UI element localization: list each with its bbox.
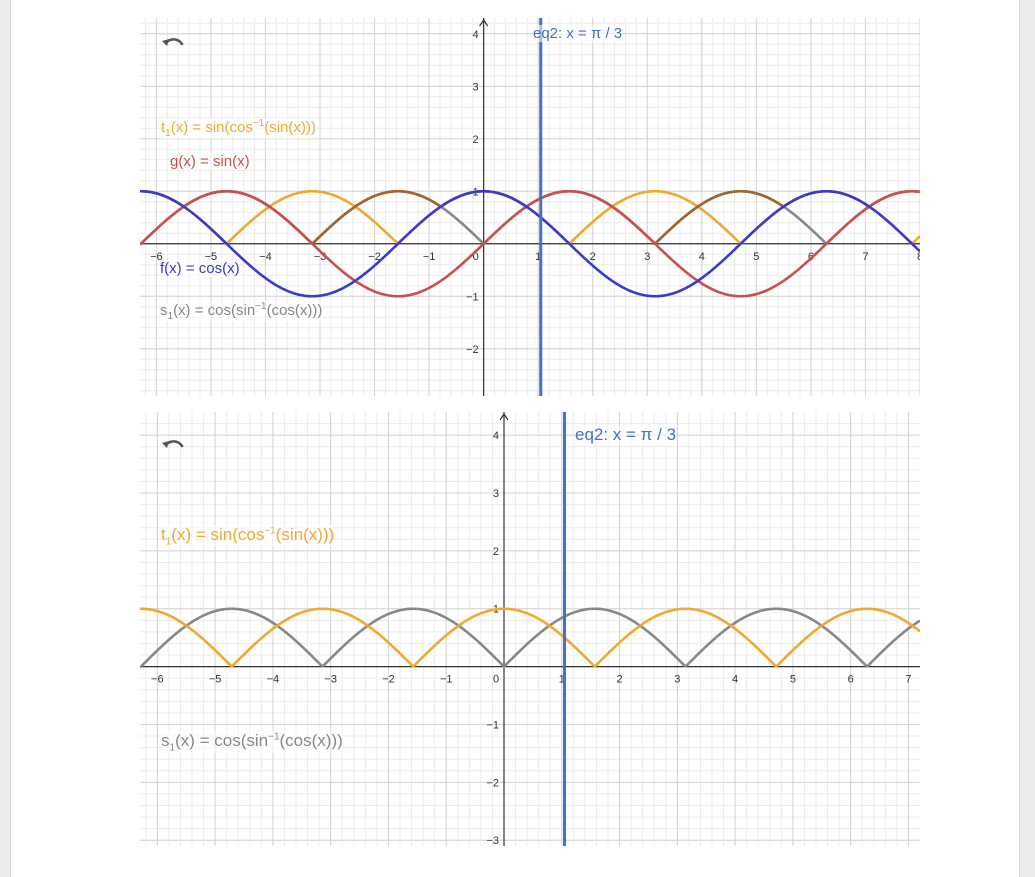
x-tick-label: −6 <box>151 674 164 686</box>
y-tick-label: −2 <box>486 777 499 789</box>
undo-button[interactable] <box>158 434 188 458</box>
label-t1-post: (sin(x))) <box>264 119 316 136</box>
label-g[interactable]: g(x) = sin(x) <box>170 153 250 170</box>
label-t1[interactable]: t1(x) = sin(cos−1(sin(x))) <box>161 118 316 139</box>
label-s1-name: s <box>160 302 168 319</box>
x-tick-label: 2 <box>590 251 596 263</box>
x-tick-label: 1 <box>535 251 541 263</box>
label-s1-sub: 1 <box>167 311 174 322</box>
y-tick-label: −1 <box>486 719 499 731</box>
x-tick-label: −4 <box>259 251 272 263</box>
x-tick-label: 3 <box>644 251 650 263</box>
label-s1-name: s <box>161 731 170 750</box>
x-tick-label: −1 <box>423 251 436 263</box>
undo-icon <box>162 38 184 46</box>
label-t1-sup: −1 <box>252 118 265 129</box>
x-tick-label: 5 <box>790 674 796 686</box>
graph-canvas-1[interactable]: −6−5−4−3−2−10123456784321−1−2 <box>140 18 920 396</box>
label-s1-post: (cos(x))) <box>279 731 343 750</box>
y-tick-label: 4 <box>493 430 499 442</box>
y-tick-label: −3 <box>486 835 499 846</box>
x-tick-label: −2 <box>382 674 395 686</box>
label-f[interactable]: f(x) = cos(x) <box>160 260 240 277</box>
x-tick-label: 4 <box>732 674 738 686</box>
x-tick-label: −1 <box>440 674 453 686</box>
label-t1-pre: (x) = sin(cos <box>171 525 265 544</box>
graph-canvas-2[interactable]: −6 −5 −4 −3 −2 −1 0 1 2 3 4 5 6 7 4 3 2 1 −1 −2 −3 <box>140 412 920 846</box>
label-t1[interactable]: t1(x) = sin(cos−1(sin(x))) <box>161 525 335 548</box>
y-tick-label: 2 <box>493 546 499 558</box>
label-t1-name: t <box>161 525 166 544</box>
page: −6−5−4−3−2−10123456784321−1−2 t1(x) = si… <box>10 0 1020 877</box>
label-s1-post: (cos(x))) <box>266 302 323 319</box>
x-tick-label: −2 <box>368 251 381 263</box>
graph-panel-2[interactable]: −6 −5 −4 −3 −2 −1 0 1 2 3 4 5 6 7 4 3 2 1 −1 −2 −3 t1(x) = s… <box>140 412 920 846</box>
undo-button[interactable] <box>158 32 188 56</box>
series-line-s1 <box>140 607 920 668</box>
y-tick-label: 3 <box>493 488 499 500</box>
y-tick-label: −2 <box>466 344 479 356</box>
label-t1-pre: (x) = sin(cos <box>170 119 253 136</box>
label-s1-sub: 1 <box>169 742 176 754</box>
y-axis-arrow <box>499 412 509 421</box>
label-t1-post: (sin(x))) <box>275 525 335 544</box>
y-axis-arrow <box>479 18 489 27</box>
x-tick-label: 2 <box>616 674 622 686</box>
label-t1-sub: 1 <box>165 128 171 139</box>
undo-icon <box>162 440 184 448</box>
label-eq2[interactable]: eq2: x = π / 3 <box>575 425 677 445</box>
series-line-g <box>140 189 920 298</box>
x-tick-label: −3 <box>324 674 337 686</box>
x-tick-label: 0 <box>493 674 499 686</box>
series-line-f <box>140 189 920 298</box>
label-s1[interactable]: s1(x) = cos(sin−1(cos(x))) <box>161 731 343 754</box>
x-tick-label: 6 <box>848 674 854 686</box>
x-tick-label: 3 <box>674 674 680 686</box>
x-tick-label: −5 <box>209 674 222 686</box>
label-s1-pre: (x) = cos(sin <box>175 731 269 750</box>
graph-panel-1[interactable]: −6−5−4−3−2−10123456784321−1−2 t1(x) = si… <box>140 18 920 396</box>
x-tick-label: 7 <box>862 251 868 263</box>
label-t1-sup: −1 <box>264 525 276 537</box>
x-tick-label: 7 <box>905 674 911 686</box>
x-tick-label: 1 <box>559 674 565 686</box>
x-tick-label: 8 <box>917 251 920 263</box>
label-eq2[interactable]: eq2: x = π / 3 <box>533 25 623 42</box>
label-s1-pre: (x) = cos(sin <box>173 302 256 319</box>
series-line-t1 <box>140 607 920 668</box>
x-tick-label: 0 <box>473 251 479 263</box>
x-tick-label: 4 <box>699 251 705 263</box>
y-tick-label: 3 <box>473 81 479 93</box>
label-s1[interactable]: s1(x) = cos(sin−1(cos(x))) <box>160 301 323 322</box>
y-tick-label: 4 <box>473 29 479 41</box>
label-t1-sub: 1 <box>165 536 172 548</box>
label-s1-sup: −1 <box>268 731 280 743</box>
y-tick-label: 2 <box>473 134 479 146</box>
y-tick-label: −1 <box>466 291 479 303</box>
x-tick-label: 5 <box>753 251 759 263</box>
x-tick-label: −4 <box>267 674 280 686</box>
x-tick-label: −5 <box>205 251 218 263</box>
label-t1-name: t <box>161 119 166 136</box>
x-tick-label: −6 <box>150 251 163 263</box>
label-s1-sup: −1 <box>255 301 267 312</box>
